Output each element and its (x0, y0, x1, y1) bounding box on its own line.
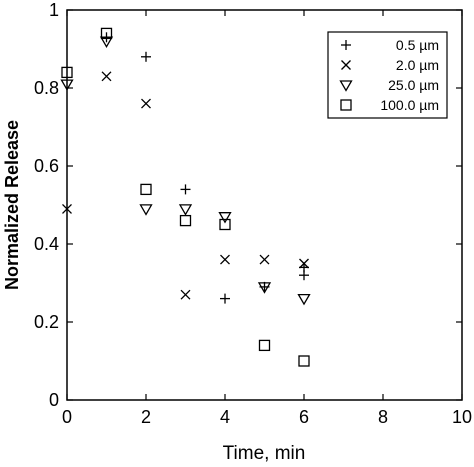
legend-label: 25.0 µm (388, 77, 439, 93)
data-point-square (179, 214, 192, 227)
data-point-triangle-down (178, 204, 193, 216)
data-point-triangle-down (139, 204, 153, 216)
y-tick-label: 0 (49, 390, 59, 410)
y-tick-label: 0.2 (34, 312, 59, 332)
data-point-square (258, 339, 271, 352)
x-tick-label: 6 (299, 407, 309, 427)
data-point-square (219, 218, 231, 231)
data-point-plus (220, 293, 230, 304)
x-tick-label: 8 (378, 407, 388, 427)
y-tick-label: 0.4 (34, 234, 59, 254)
legend-label: 100.0 µm (380, 97, 439, 113)
data-point-x (141, 98, 151, 109)
data-point-square (100, 27, 113, 40)
x-tick-label: 10 (452, 407, 472, 427)
y-tick-label: 1 (49, 0, 59, 20)
legend-marker-plus (341, 40, 351, 50)
legend-marker-triangle-down (339, 80, 353, 92)
marks-layer (60, 27, 311, 367)
data-point-triangle-down (218, 212, 232, 224)
legend-marker-x (341, 60, 351, 70)
y-tick-label: 0.8 (34, 78, 59, 98)
x-tick-label: 0 (62, 407, 72, 427)
legend-label: 2.0 µm (396, 57, 439, 73)
y-tick-label: 0.6 (34, 156, 59, 176)
data-point-triangle-down (257, 282, 272, 294)
data-point-x (180, 289, 191, 300)
data-point-x (220, 254, 230, 265)
data-point-triangle-down (99, 36, 114, 48)
data-point-square (61, 66, 73, 79)
data-point-plus (180, 184, 191, 195)
x-tick-label: 4 (220, 407, 230, 427)
data-point-triangle-down (60, 79, 74, 91)
data-point-x (259, 254, 270, 265)
x-tick-label: 2 (141, 407, 151, 427)
plot-frame (66, 9, 463, 401)
legend-marker-square (340, 99, 352, 111)
data-point-square (298, 355, 310, 367)
data-point-plus (141, 51, 151, 62)
y-axis-title: Normalized Release (2, 120, 22, 290)
data-point-x (101, 71, 112, 82)
legend-label: 0.5 µm (396, 37, 439, 53)
data-point-x (62, 203, 72, 214)
data-point-triangle-down (297, 293, 311, 306)
data-point-x (299, 258, 309, 269)
legend: 0.5 µm 2.0 µm 25.0 µm 100.0 µm (327, 31, 448, 119)
legend-box (327, 31, 448, 119)
x-axis-title: Time, min (223, 443, 306, 464)
data-point-square (140, 183, 152, 196)
